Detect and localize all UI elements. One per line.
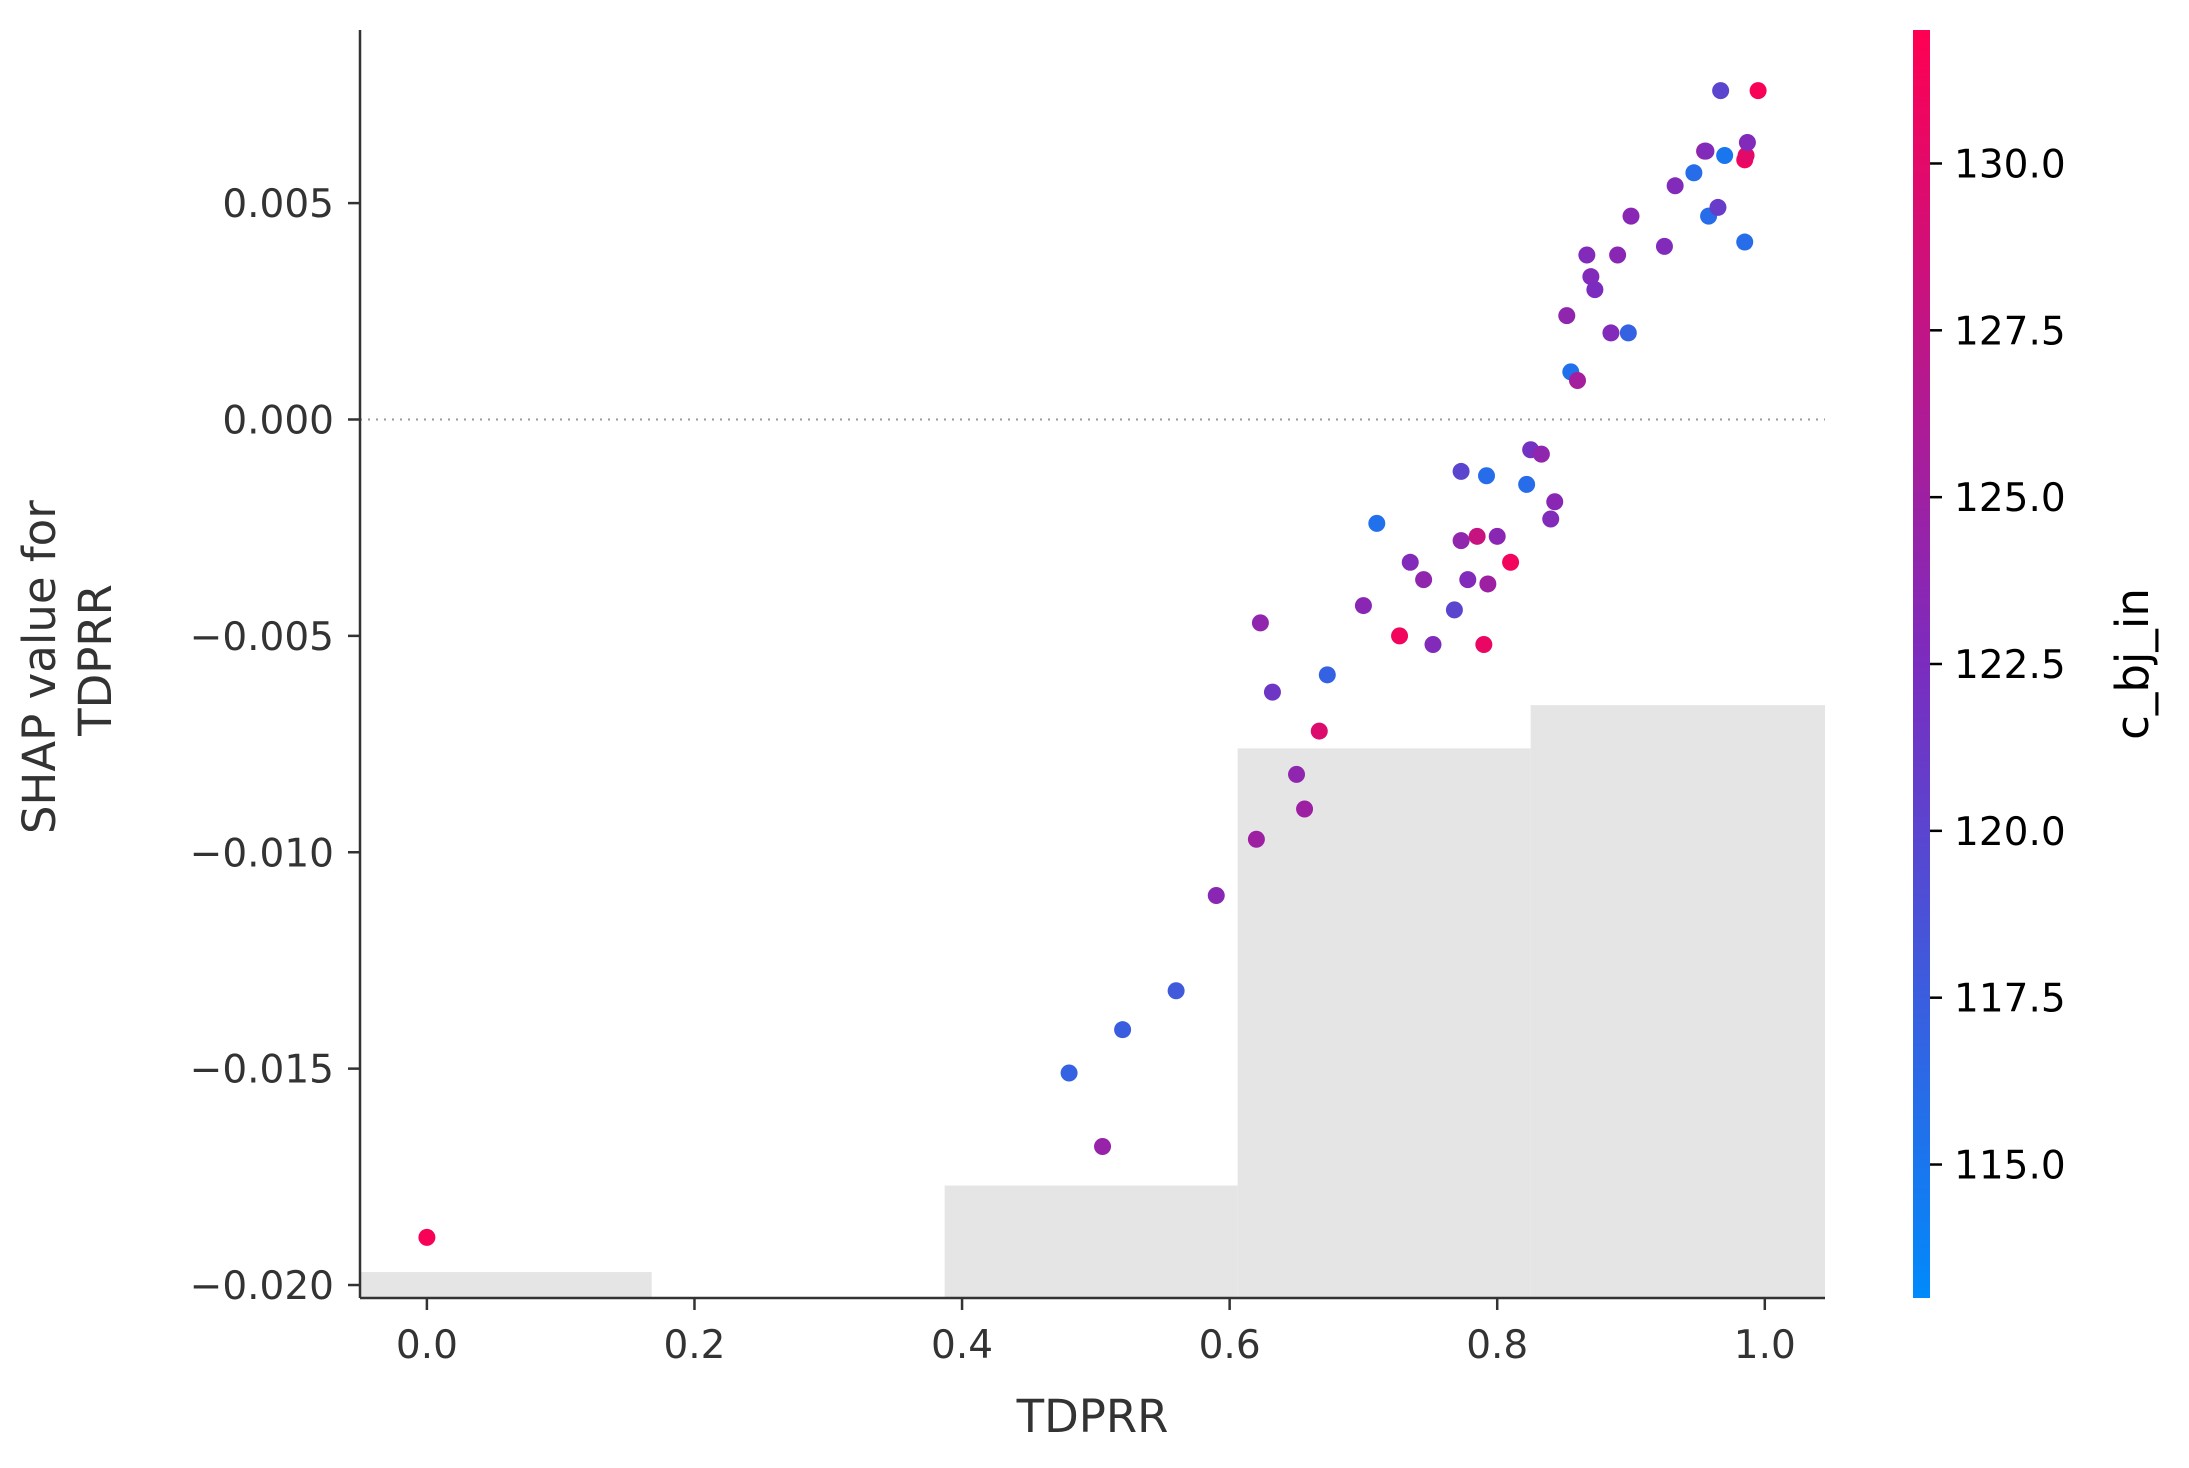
data-point-21	[1452, 532, 1470, 550]
data-point-50	[1709, 198, 1727, 216]
data-point-56	[1738, 134, 1756, 152]
y-tick-label-1: 0.000	[222, 398, 334, 443]
data-point-48	[1697, 142, 1715, 160]
y-axis-title-line-1: SHAP value for	[13, 500, 66, 834]
colorbar-tick-label-6: 130.0	[1954, 142, 2066, 187]
data-point-5	[1207, 887, 1225, 905]
colorbar-tick-label-4: 125.0	[1954, 476, 2066, 521]
histogram-bar-3	[1237, 748, 1531, 1298]
data-point-10	[1296, 800, 1314, 818]
colorbar-tick-label-0: 115.0	[1954, 1144, 2066, 1189]
x-tick-label-3: 0.6	[1199, 1323, 1261, 1368]
x-axis-title: TDPRR	[1016, 1390, 1169, 1443]
x-tick-label-2: 0.4	[931, 1323, 993, 1368]
data-point-34	[1558, 307, 1576, 325]
data-point-26	[1479, 575, 1497, 593]
data-point-18	[1424, 636, 1442, 654]
data-point-24	[1475, 636, 1493, 654]
data-point-15	[1391, 627, 1409, 645]
histogram-bar-4	[1530, 705, 1825, 1298]
data-point-20	[1452, 462, 1470, 480]
data-point-12	[1318, 666, 1336, 684]
data-point-28	[1502, 553, 1520, 571]
y-tick-label-4: −0.015	[190, 1048, 334, 1093]
data-point-0	[418, 1228, 436, 1246]
y-tick-label-0: 0.005	[222, 182, 334, 227]
data-point-40	[1602, 324, 1620, 342]
data-point-19	[1445, 601, 1463, 619]
colorbar-tick-label-1: 117.5	[1954, 977, 2066, 1022]
data-point-42	[1619, 324, 1637, 342]
data-point-22	[1459, 571, 1477, 589]
colorbar-ticks: 115.0 117.5 120.0 122.5 125.0 127.5 130.0	[1930, 142, 2066, 1189]
data-point-13	[1354, 597, 1372, 615]
x-tick-label-4: 0.8	[1466, 1323, 1528, 1368]
x-axis-ticks: 0.0 0.2 0.4 0.6 0.8 1.0	[396, 1298, 1796, 1368]
data-point-45	[1666, 177, 1684, 195]
data-point-31	[1532, 445, 1550, 463]
data-point-4	[1167, 982, 1185, 1000]
data-point-57	[1749, 82, 1767, 100]
data-point-27	[1488, 527, 1506, 545]
x-tick-label-0: 0.0	[396, 1323, 458, 1368]
data-point-9	[1288, 765, 1306, 783]
data-point-53	[1736, 233, 1754, 251]
data-point-43	[1622, 207, 1640, 225]
histogram-bar-0	[360, 1272, 652, 1298]
data-point-44	[1655, 237, 1673, 255]
data-point-1	[1060, 1064, 1078, 1082]
y-axis-title-line-2: TDPRR	[69, 584, 122, 737]
y-axis-title: SHAP value for TDPRR	[13, 486, 122, 834]
histogram-bar-2	[944, 1185, 1238, 1298]
colorbar-tick-label-2: 120.0	[1954, 810, 2066, 855]
data-point-55	[1737, 147, 1755, 165]
y-tick-label-2: −0.005	[190, 615, 334, 660]
colorbar-tick-label-3: 122.5	[1954, 643, 2066, 688]
data-point-37	[1578, 246, 1596, 264]
data-point-2	[1094, 1138, 1112, 1156]
points-layer	[418, 82, 1767, 1246]
colorbar	[1913, 30, 1930, 1298]
data-point-38	[1582, 268, 1600, 286]
data-point-33	[1546, 493, 1564, 511]
data-point-14	[1368, 514, 1386, 532]
histogram-layer	[360, 705, 1825, 1298]
x-tick-label-1: 0.2	[663, 1323, 725, 1368]
data-point-39	[1586, 281, 1604, 299]
data-point-6	[1247, 830, 1265, 848]
y-tick-label-3: −0.010	[190, 831, 334, 876]
y-tick-label-5: −0.020	[190, 1264, 334, 1309]
data-point-41	[1609, 246, 1627, 264]
data-point-51	[1712, 82, 1730, 100]
colorbar-tick-label-5: 127.5	[1954, 309, 2066, 354]
data-point-32	[1542, 510, 1560, 528]
colorbar-title: c_bj_in	[2106, 588, 2159, 740]
y-axis-ticks: 0.005 0.000 −0.005 −0.010 −0.015 −0.020	[190, 182, 360, 1309]
data-point-17	[1415, 571, 1433, 589]
data-point-52	[1716, 147, 1734, 165]
data-point-25	[1478, 467, 1496, 485]
data-point-36	[1568, 372, 1586, 390]
data-point-23	[1468, 527, 1486, 545]
data-point-3	[1114, 1021, 1132, 1039]
data-point-11	[1310, 722, 1328, 740]
x-tick-label-5: 1.0	[1734, 1323, 1796, 1368]
data-point-7	[1251, 614, 1269, 632]
data-point-29	[1518, 475, 1536, 493]
data-point-8	[1263, 683, 1281, 701]
data-point-46	[1685, 164, 1703, 182]
data-point-16	[1401, 553, 1419, 571]
